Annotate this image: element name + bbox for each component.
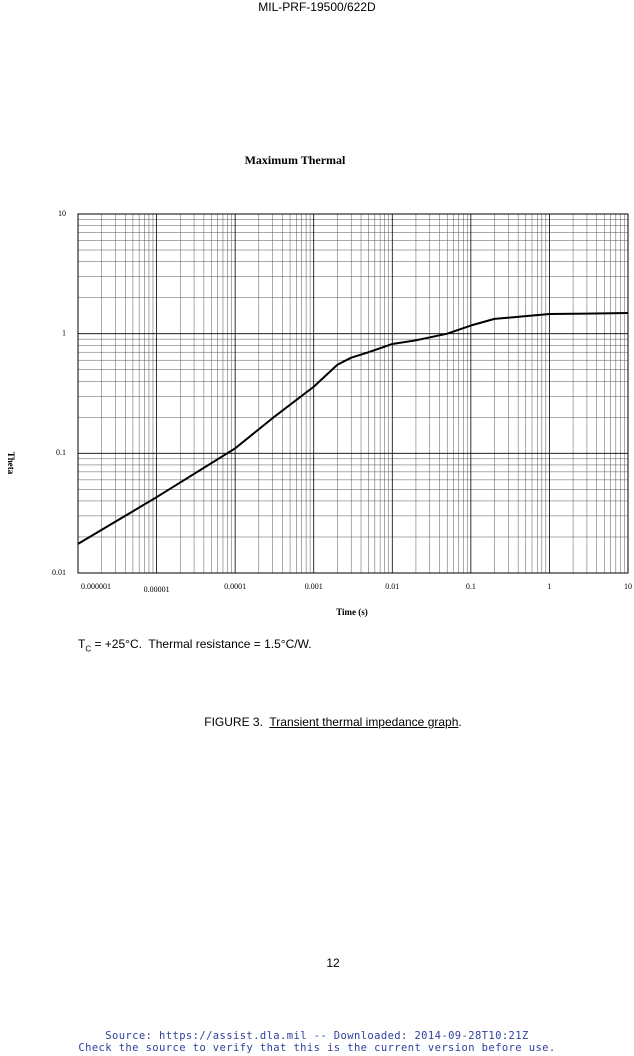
footer-line: Source: https://assist.dla.mil -- Downlo… <box>105 1030 529 1042</box>
data-line <box>77 311 629 545</box>
y-tick-label: 0.1 <box>56 448 66 457</box>
note-text: = +25°C. Thermal resistance = 1.5°C/W. <box>91 637 312 651</box>
x-tick-label: 0.00001 <box>144 585 170 594</box>
caption-label: FIGURE 3. <box>204 715 270 729</box>
x-tick-label: 0.0001 <box>224 582 246 591</box>
x-tick-label: 0.001 <box>305 582 323 591</box>
page-number: 12 <box>326 956 340 970</box>
caption-end: . <box>458 715 462 729</box>
note-symbol: T <box>78 637 86 651</box>
note-subscript: C <box>85 644 92 654</box>
y-axis-label: Theta <box>6 452 16 475</box>
x-tick-label: 0.01 <box>385 582 399 591</box>
caption-title: Transient thermal impedance graph <box>269 715 459 729</box>
chart-title: Maximum Thermal <box>245 153 346 167</box>
y-tick-label: 0.01 <box>52 568 66 577</box>
figure-caption: FIGURE 3. Transient thermal impedance gr… <box>0 715 634 729</box>
doc-header: MIL-PRF-19500/622D <box>258 0 376 14</box>
x-tick-label: 10 <box>624 582 632 591</box>
plot-frame <box>77 213 629 574</box>
y-tick-label: 1 <box>62 328 66 337</box>
x-tick-label: 0.000001 <box>81 582 111 591</box>
note: TC = +25°C. Thermal resistance = 1.5°C/W… <box>78 637 312 653</box>
x-axis-label: Time (s) <box>336 607 368 617</box>
x-tick-label: 1 <box>547 582 551 591</box>
footer-line: Check the source to verify that this is … <box>78 1042 556 1054</box>
y-tick-label: 10 <box>58 209 66 218</box>
x-tick-label: 0.1 <box>466 582 476 591</box>
